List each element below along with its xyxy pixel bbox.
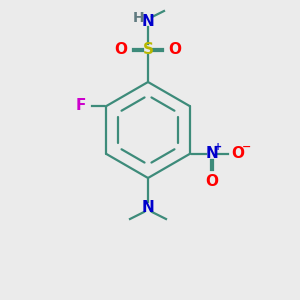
Text: N: N [142, 14, 154, 29]
Text: −: − [242, 142, 251, 152]
Text: F: F [75, 98, 85, 113]
Text: S: S [142, 43, 154, 58]
Text: N: N [142, 200, 154, 215]
Text: O: O [169, 43, 182, 58]
Text: O: O [231, 146, 244, 161]
Text: H: H [133, 11, 145, 25]
Text: O: O [115, 43, 128, 58]
Text: N: N [205, 146, 218, 161]
Text: +: + [214, 142, 222, 152]
Text: O: O [205, 173, 218, 188]
